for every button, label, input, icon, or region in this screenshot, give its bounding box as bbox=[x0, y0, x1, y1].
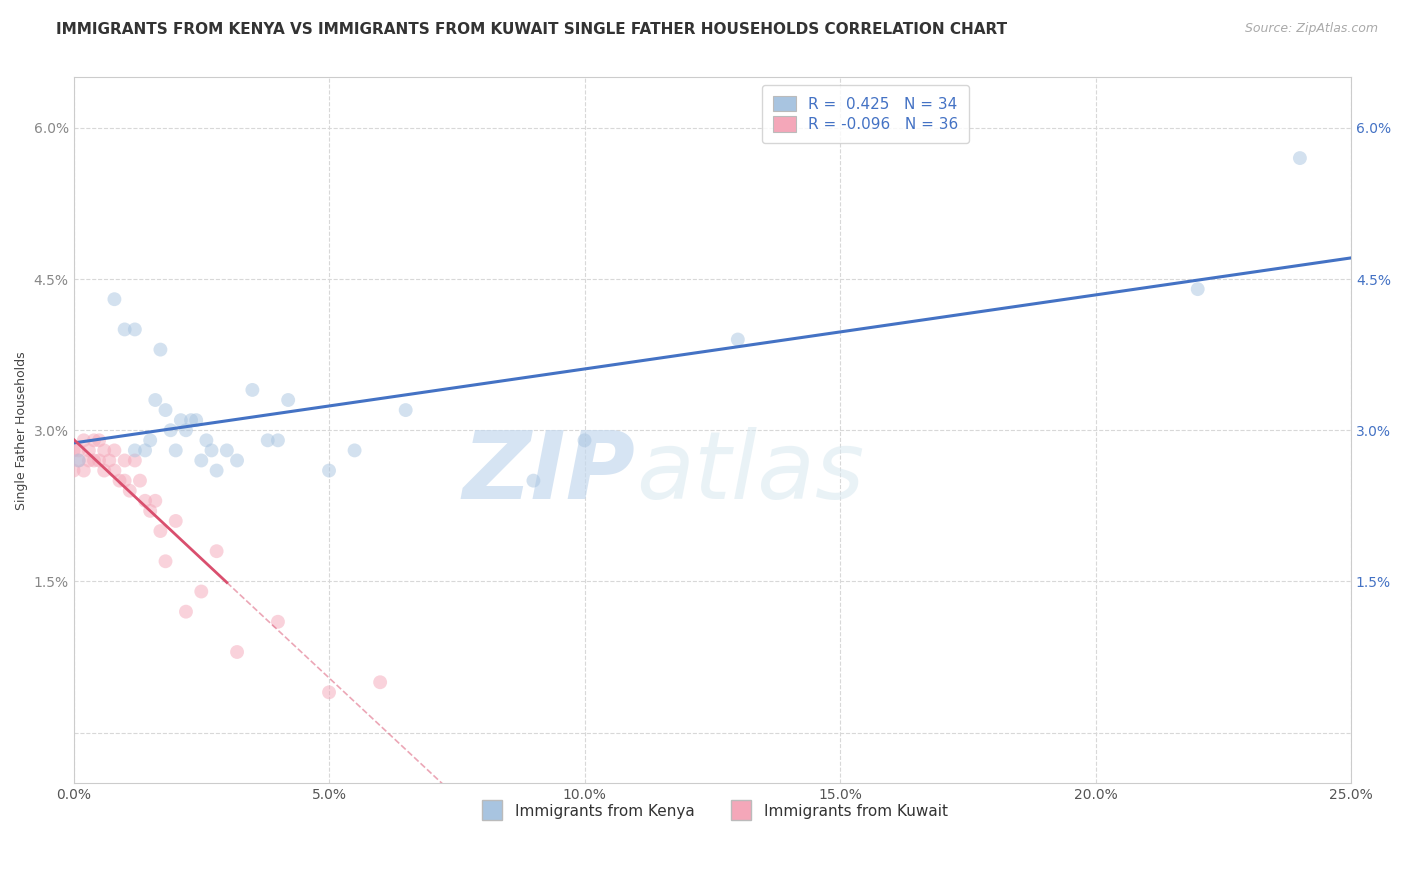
Point bbox=[318, 685, 340, 699]
Point bbox=[256, 434, 278, 448]
Point bbox=[124, 453, 146, 467]
Point bbox=[205, 464, 228, 478]
Point bbox=[165, 514, 187, 528]
Point bbox=[170, 413, 193, 427]
Point bbox=[129, 474, 152, 488]
Point bbox=[149, 524, 172, 538]
Point bbox=[186, 413, 208, 427]
Point bbox=[195, 434, 218, 448]
Point bbox=[62, 443, 84, 458]
Text: Source: ZipAtlas.com: Source: ZipAtlas.com bbox=[1244, 22, 1378, 36]
Legend: Immigrants from Kenya, Immigrants from Kuwait: Immigrants from Kenya, Immigrants from K… bbox=[471, 797, 953, 825]
Point bbox=[114, 474, 136, 488]
Point bbox=[205, 544, 228, 558]
Point bbox=[93, 443, 115, 458]
Point bbox=[124, 443, 146, 458]
Point bbox=[343, 443, 366, 458]
Point bbox=[143, 392, 166, 407]
Point bbox=[180, 413, 202, 427]
Point bbox=[267, 615, 290, 629]
Point bbox=[134, 493, 156, 508]
Point bbox=[190, 584, 212, 599]
Point bbox=[190, 453, 212, 467]
Point bbox=[83, 453, 105, 467]
Point bbox=[215, 443, 238, 458]
Point bbox=[1289, 151, 1312, 165]
Text: ZIP: ZIP bbox=[463, 426, 636, 518]
Point bbox=[83, 434, 105, 448]
Point bbox=[226, 645, 249, 659]
Point bbox=[62, 464, 84, 478]
Point bbox=[155, 403, 177, 417]
Point bbox=[139, 434, 162, 448]
Point bbox=[159, 423, 181, 437]
Point bbox=[108, 474, 131, 488]
Point bbox=[200, 443, 222, 458]
Text: IMMIGRANTS FROM KENYA VS IMMIGRANTS FROM KUWAIT SINGLE FATHER HOUSEHOLDS CORRELA: IMMIGRANTS FROM KENYA VS IMMIGRANTS FROM… bbox=[56, 22, 1007, 37]
Point bbox=[87, 434, 110, 448]
Point bbox=[67, 453, 90, 467]
Point bbox=[368, 675, 391, 690]
Point bbox=[1187, 282, 1209, 296]
Point bbox=[93, 464, 115, 478]
Point bbox=[134, 443, 156, 458]
Point bbox=[118, 483, 141, 498]
Point bbox=[77, 443, 100, 458]
Point bbox=[174, 605, 197, 619]
Point bbox=[155, 554, 177, 568]
Point bbox=[73, 464, 96, 478]
Point bbox=[727, 333, 749, 347]
Point bbox=[103, 292, 125, 306]
Point bbox=[522, 474, 544, 488]
Point bbox=[165, 443, 187, 458]
Point bbox=[103, 443, 125, 458]
Point bbox=[143, 493, 166, 508]
Point bbox=[395, 403, 418, 417]
Text: atlas: atlas bbox=[636, 427, 863, 518]
Point bbox=[73, 434, 96, 448]
Point bbox=[67, 443, 90, 458]
Point bbox=[67, 453, 90, 467]
Point bbox=[77, 453, 100, 467]
Point bbox=[226, 453, 249, 467]
Point bbox=[242, 383, 264, 397]
Y-axis label: Single Father Households: Single Father Households bbox=[15, 351, 28, 509]
Point bbox=[267, 434, 290, 448]
Point bbox=[574, 434, 596, 448]
Point bbox=[114, 322, 136, 336]
Point bbox=[318, 464, 340, 478]
Point bbox=[277, 392, 299, 407]
Point bbox=[149, 343, 172, 357]
Point bbox=[174, 423, 197, 437]
Point bbox=[87, 453, 110, 467]
Point bbox=[114, 453, 136, 467]
Point bbox=[98, 453, 121, 467]
Point bbox=[124, 322, 146, 336]
Point bbox=[139, 504, 162, 518]
Point bbox=[103, 464, 125, 478]
